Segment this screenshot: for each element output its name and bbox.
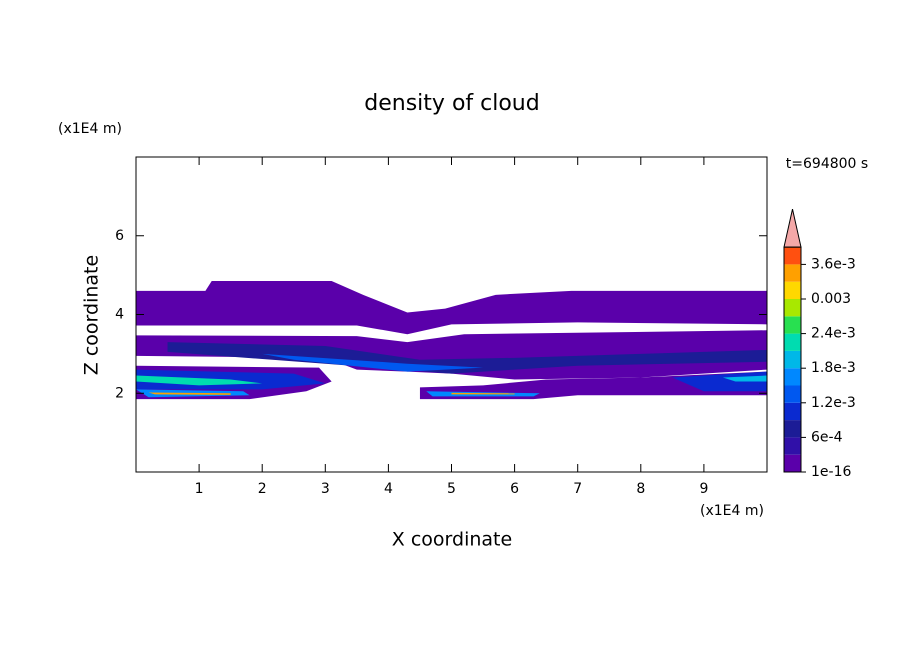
colorbar-tick-label: 1.8e-3 (811, 360, 856, 376)
x-tick-label: 4 (384, 481, 393, 497)
contour-region (148, 392, 231, 395)
colorbar-band (784, 385, 801, 403)
colorbar-band (784, 402, 801, 421)
contour-region (672, 371, 767, 392)
colorbar-band (784, 420, 801, 438)
time-annotation: t=694800 s (786, 156, 868, 172)
x-axis-label: X coordinate (392, 529, 512, 551)
y-tick-label: 2 (115, 385, 124, 401)
colorbar-band (784, 437, 801, 455)
colorbar-tick-label: 6e-4 (811, 429, 843, 445)
colorbar-band (784, 264, 801, 282)
colorbar-tick-label: 3.6e-3 (811, 256, 856, 272)
contour-region (451, 392, 515, 395)
x-tick-label: 2 (258, 481, 267, 497)
colorbar-band (784, 299, 801, 317)
colorbar-band (784, 368, 801, 386)
y-tick-label: 4 (115, 307, 124, 323)
contour-region (136, 375, 263, 386)
x-tick-label: 1 (195, 481, 204, 497)
chart-title: density of cloud (364, 91, 539, 116)
colorbar-tick-label: 1e-16 (811, 464, 851, 480)
y-axis-label: Z coordinate (81, 255, 103, 375)
colorbar-band (784, 247, 801, 265)
x-unit: (x1E4 m) (700, 503, 764, 519)
contour-region (262, 353, 484, 372)
colorbar-frame (783, 246, 802, 473)
colorbar-tick-label: 1.2e-3 (811, 395, 856, 411)
x-tick-label: 5 (447, 481, 456, 497)
colorbar-band (784, 350, 801, 369)
colorbar-band (784, 454, 801, 472)
x-tick-label: 3 (321, 481, 330, 497)
contour-region (722, 375, 767, 382)
x-tick-label: 7 (573, 481, 582, 497)
colorbar-band (784, 333, 801, 351)
colorbar-band (784, 316, 801, 334)
colorbar-extension (783, 208, 802, 248)
colorbar-band (784, 281, 801, 299)
y-tick-label: 6 (115, 228, 124, 244)
contour-region (167, 342, 768, 374)
x-tick-label: 8 (636, 481, 645, 497)
colorbar-tick-label: 0.003 (811, 291, 851, 307)
y-unit: (x1E4 m) (58, 121, 122, 137)
colorbar-tick-label: 2.4e-3 (811, 326, 856, 342)
contour-region (136, 330, 767, 380)
x-tick-label: 9 (699, 481, 708, 497)
x-tick-label: 6 (510, 481, 519, 497)
contour-region (136, 281, 767, 335)
